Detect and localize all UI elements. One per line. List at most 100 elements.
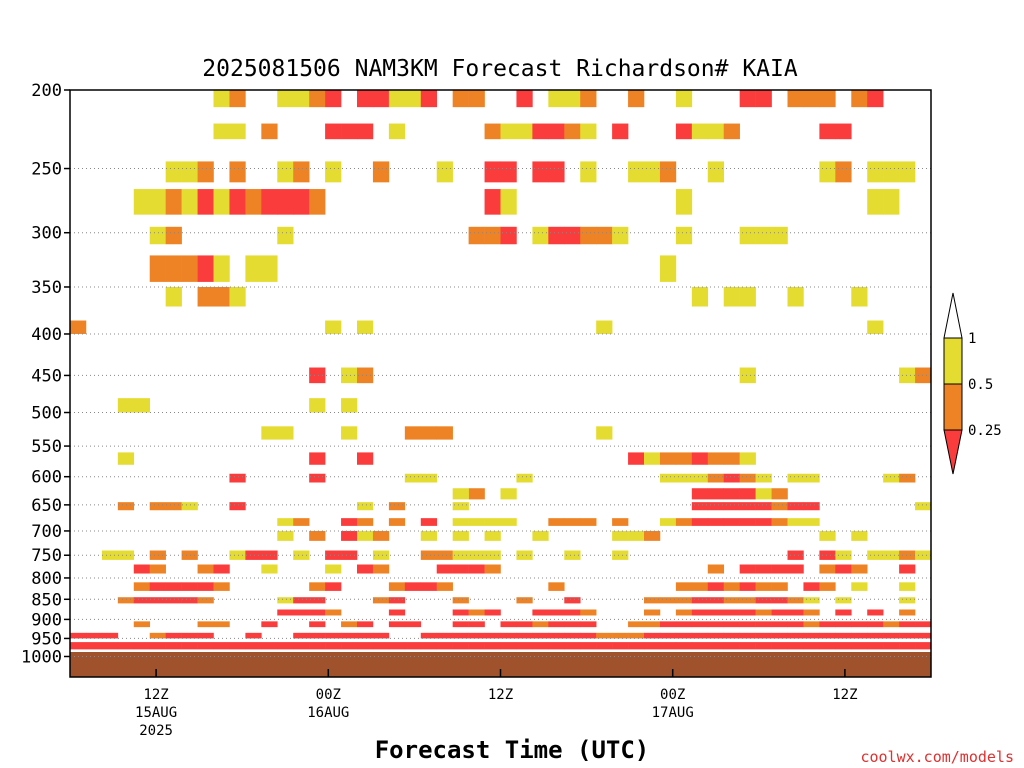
heatmap-cell: [341, 367, 358, 384]
heatmap-cell: [341, 550, 358, 560]
heatmap-cell: [70, 642, 87, 650]
heatmap-cell: [835, 161, 852, 183]
heatmap-cell: [149, 597, 166, 604]
heatmap-cell: [133, 189, 151, 215]
heatmap-cell: [644, 597, 661, 604]
heatmap-cell: [548, 632, 565, 639]
heatmap-cell: [341, 518, 358, 526]
heatmap-cell: [516, 621, 533, 628]
heatmap-cell: [181, 189, 198, 215]
heatmap-cell: [165, 597, 182, 604]
heatmap-cell: [644, 452, 661, 465]
heatmap-cell: [803, 90, 820, 108]
heatmap-cell: [357, 642, 374, 650]
heatmap-cell: [691, 123, 709, 140]
heatmap-cell: [181, 502, 198, 511]
heatmap-cell: [245, 642, 262, 650]
heatmap-cell: [245, 632, 262, 639]
heatmap-cell: [739, 286, 756, 307]
heatmap-cell: [707, 473, 725, 483]
heatmap-cell: [771, 632, 788, 639]
heatmap-cell: [723, 609, 740, 616]
heatmap-cell: [755, 473, 772, 483]
heatmap-cell: [851, 632, 868, 639]
heatmap-cell: [819, 582, 836, 591]
heatmap-cell: [149, 632, 166, 639]
heatmap-cells: [70, 90, 932, 650]
heatmap-cell: [691, 609, 709, 616]
heatmap-cell: [723, 452, 740, 465]
heatmap-cell: [500, 161, 517, 183]
heatmap-cell: [787, 642, 804, 650]
heatmap-cell: [915, 642, 932, 650]
heatmap-cell: [277, 530, 294, 541]
heatmap-cell: [883, 621, 900, 628]
heatmap-cell: [883, 550, 900, 560]
heatmap-cell: [181, 582, 198, 591]
heatmap-cell: [420, 530, 438, 541]
heatmap-cell: [229, 473, 246, 483]
heatmap-cell: [675, 123, 693, 140]
heatmap-cell: [388, 582, 406, 591]
heatmap-cell: [707, 123, 725, 140]
heatmap-cell: [277, 161, 294, 183]
heatmap-cell: [532, 632, 549, 639]
heatmap-cell: [309, 597, 326, 604]
y-tick-label: 250: [31, 160, 62, 180]
legend-swatch-bottom: [943, 429, 963, 475]
heatmap-cell: [659, 632, 677, 639]
heatmap-cell: [819, 123, 836, 140]
heatmap-cell: [691, 488, 709, 500]
heatmap-cell: [452, 502, 469, 511]
heatmap-cell: [372, 90, 390, 108]
heatmap-cell: [101, 642, 119, 650]
heatmap-cell: [691, 632, 709, 639]
heatmap-cell: [787, 597, 804, 604]
heatmap-cell: [771, 609, 788, 616]
heatmap-cell: [70, 632, 87, 639]
heatmap-cell: [659, 452, 677, 465]
heatmap-cell: [755, 609, 772, 616]
heatmap-cell: [500, 642, 517, 650]
heatmap-cell: [564, 123, 581, 140]
heatmap-cell: [436, 642, 453, 650]
heatmap-cell: [357, 367, 374, 384]
heatmap-cell: [484, 189, 501, 215]
heatmap-cell: [835, 123, 852, 140]
heatmap-cell: [117, 502, 135, 511]
heatmap-cell: [484, 609, 501, 616]
heatmap-cell: [293, 632, 310, 639]
heatmap-cell: [436, 550, 453, 560]
heatmap-cell: [707, 161, 725, 183]
heatmap-cell: [165, 226, 182, 245]
heatmap-cell: [644, 621, 661, 628]
heatmap-cell: [293, 161, 310, 183]
heatmap-cell: [149, 642, 166, 650]
heatmap-cell: [165, 161, 182, 183]
heatmap-cell: [644, 642, 661, 650]
heatmap-cell: [420, 426, 438, 440]
heatmap-cell: [564, 226, 581, 245]
heatmap-cell: [70, 320, 87, 334]
heatmap-cell: [325, 550, 342, 560]
heatmap-cell: [548, 582, 565, 591]
heatmap-cell: [420, 518, 438, 526]
heatmap-cell: [867, 189, 884, 215]
heatmap-cell: [309, 632, 326, 639]
y-axis-ticks: 200 250 300 350 400 450 500 550 600 650 700 750 8008…: [21, 81, 70, 667]
heatmap-cell: [229, 502, 246, 511]
heatmap-cell: [357, 564, 374, 574]
heatmap-cell: [404, 473, 422, 483]
heatmap-cell: [835, 621, 852, 628]
heatmap-cell: [675, 518, 693, 526]
heatmap-cell: [149, 226, 166, 245]
heatmap-cell: [197, 189, 214, 215]
heatmap-cell: [899, 473, 916, 483]
legend-swatch: [943, 383, 963, 431]
heatmap-cell: [181, 550, 198, 560]
heatmap-cell: [691, 286, 709, 307]
x-axis-label: Forecast Time (UTC): [375, 736, 650, 764]
heatmap-cell: [548, 642, 565, 650]
heatmap-cell: [229, 123, 246, 140]
heatmap-cell: [309, 189, 326, 215]
